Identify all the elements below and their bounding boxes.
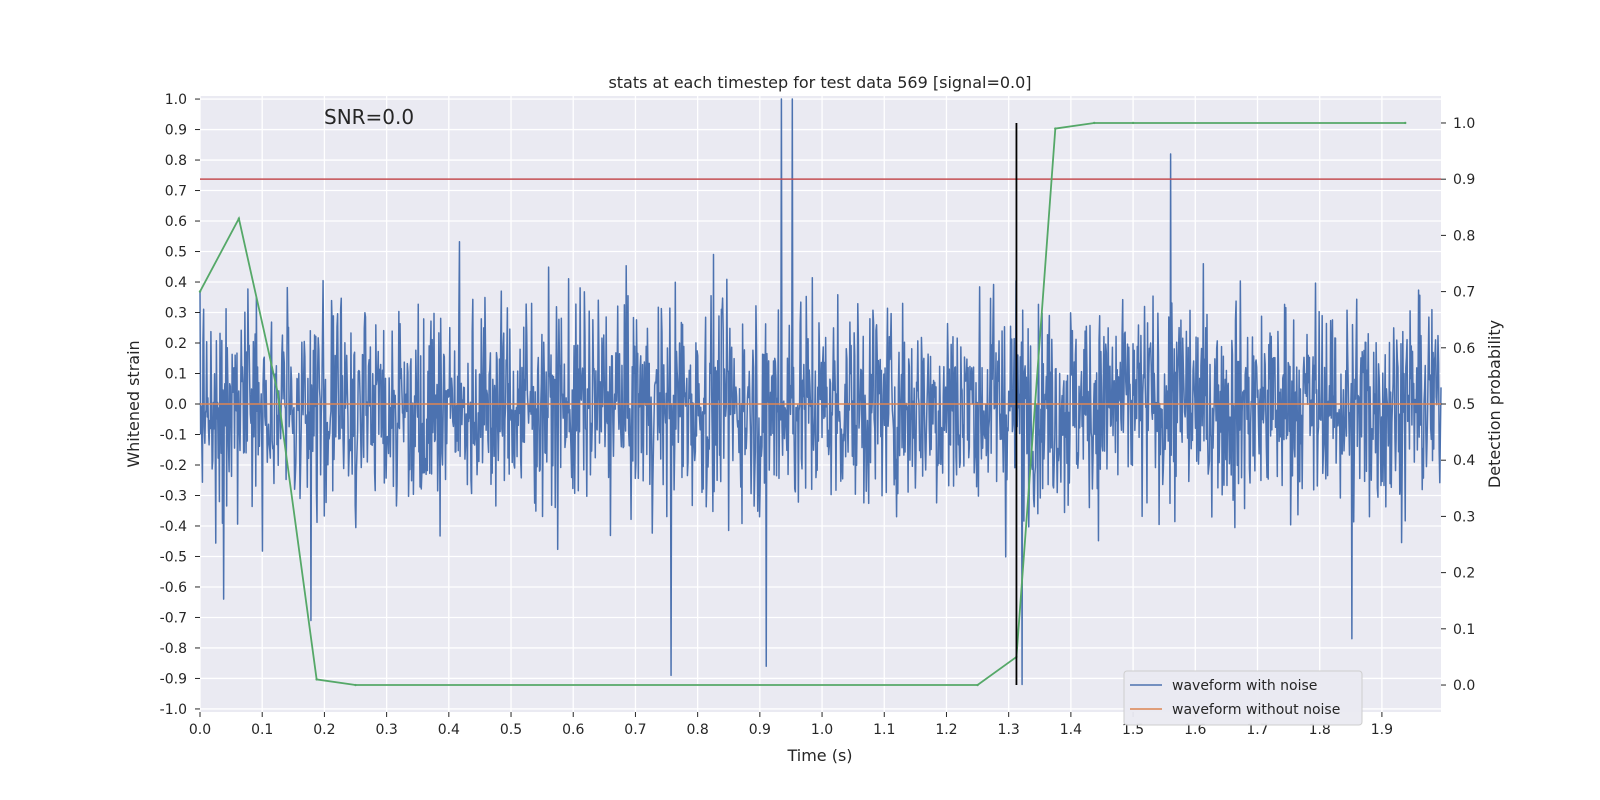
y2-tick-label: 0.9 bbox=[1453, 172, 1475, 188]
x-tick-label: 0.2 bbox=[313, 722, 335, 738]
probability-point bbox=[1132, 122, 1134, 124]
y2-tick-label: 0.6 bbox=[1453, 341, 1475, 357]
probability-point bbox=[976, 684, 978, 686]
chart-title: stats at each timestep for test data 569… bbox=[608, 73, 1031, 92]
probability-point bbox=[315, 678, 317, 680]
y-tick-label: -0.6 bbox=[160, 580, 187, 596]
y-tick-label: -0.7 bbox=[160, 610, 187, 626]
probability-point bbox=[1093, 122, 1095, 124]
y-tick-label: 0.8 bbox=[165, 153, 187, 169]
y-tick-label: -0.3 bbox=[160, 488, 187, 504]
y2-axis-label: Detection probability bbox=[1485, 320, 1504, 488]
x-tick-label: 0.8 bbox=[687, 722, 709, 738]
legend-label-noise: waveform with noise bbox=[1172, 678, 1317, 694]
y-tick-label: 0.1 bbox=[165, 367, 187, 383]
y2-tick-label: 0.8 bbox=[1453, 228, 1475, 244]
y-axis-label: Whitened strain bbox=[124, 340, 143, 467]
y2-tick-label: 0.3 bbox=[1453, 509, 1475, 525]
y-tick-label: -0.5 bbox=[160, 549, 187, 565]
x-tick-label: 1.0 bbox=[811, 722, 833, 738]
y2-tick-label: 0.1 bbox=[1453, 622, 1475, 638]
x-tick-label: 0.3 bbox=[375, 722, 397, 738]
y2-tick-label: 0.0 bbox=[1453, 678, 1475, 694]
x-tick-label: 1.4 bbox=[1060, 722, 1082, 738]
y-tick-label: 0.7 bbox=[165, 184, 187, 200]
probability-point bbox=[199, 290, 201, 292]
y-tick-label: -0.4 bbox=[160, 519, 187, 535]
x-tick-label: 0.9 bbox=[749, 722, 771, 738]
y-tick-label: -0.9 bbox=[160, 671, 187, 687]
y2-tick-label: 0.7 bbox=[1453, 285, 1475, 301]
legend-label-clean: waveform without noise bbox=[1172, 702, 1340, 718]
probability-point bbox=[354, 684, 356, 686]
probability-point bbox=[277, 392, 279, 394]
probability-point bbox=[238, 217, 240, 219]
x-tick-label: 1.1 bbox=[873, 722, 895, 738]
y-tick-label: 0.3 bbox=[165, 306, 187, 322]
y-tick-label: -0.1 bbox=[160, 427, 187, 443]
probability-point bbox=[1404, 122, 1406, 124]
probability-point bbox=[1054, 127, 1056, 129]
x-tick-label: 1.2 bbox=[935, 722, 957, 738]
x-tick-label: 0.7 bbox=[624, 722, 646, 738]
x-tick-label: 1.3 bbox=[998, 722, 1020, 738]
y-tick-label: 0.9 bbox=[165, 123, 187, 139]
y-axis-ticks: 1.0 0.9 0.8 0.7 0.6 0.5 0.4 0.3 0.2 0.1 0.0 -0.1 -0.… bbox=[160, 92, 200, 718]
y-tick-label: 0.0 bbox=[165, 397, 187, 413]
y2-tick-label: 0.2 bbox=[1453, 566, 1475, 582]
x-tick-label: 0.4 bbox=[438, 722, 460, 738]
y-tick-label: -0.2 bbox=[160, 458, 187, 474]
x-tick-label: 0.6 bbox=[562, 722, 584, 738]
x-tick-label: 0.0 bbox=[189, 722, 211, 738]
legend: waveform with noise waveform without noi… bbox=[1124, 671, 1362, 725]
y2-tick-label: 0.4 bbox=[1453, 453, 1475, 469]
y2-tick-label: 1.0 bbox=[1453, 116, 1475, 132]
x-axis-label: Time (s) bbox=[786, 746, 852, 765]
y-tick-label: 0.2 bbox=[165, 336, 187, 352]
annotation-snr: SNR=0.0 bbox=[324, 105, 414, 129]
y-tick-label: 0.6 bbox=[165, 214, 187, 230]
y-tick-label: 1.0 bbox=[165, 92, 187, 108]
x-tick-label: 0.1 bbox=[251, 722, 273, 738]
x-tick-label: 1.9 bbox=[1371, 722, 1393, 738]
y-tick-label: 0.4 bbox=[165, 275, 187, 291]
y-tick-label: -1.0 bbox=[160, 702, 187, 718]
y2-axis-ticks: 1.0 0.9 0.8 0.7 0.6 0.5 0.4 0.3 0.2 0.1 0.0 bbox=[1441, 116, 1475, 694]
x-tick-label: 0.5 bbox=[500, 722, 522, 738]
y-tick-label: 0.5 bbox=[165, 245, 187, 261]
y-tick-label: -0.8 bbox=[160, 641, 187, 657]
y2-tick-label: 0.5 bbox=[1453, 397, 1475, 413]
